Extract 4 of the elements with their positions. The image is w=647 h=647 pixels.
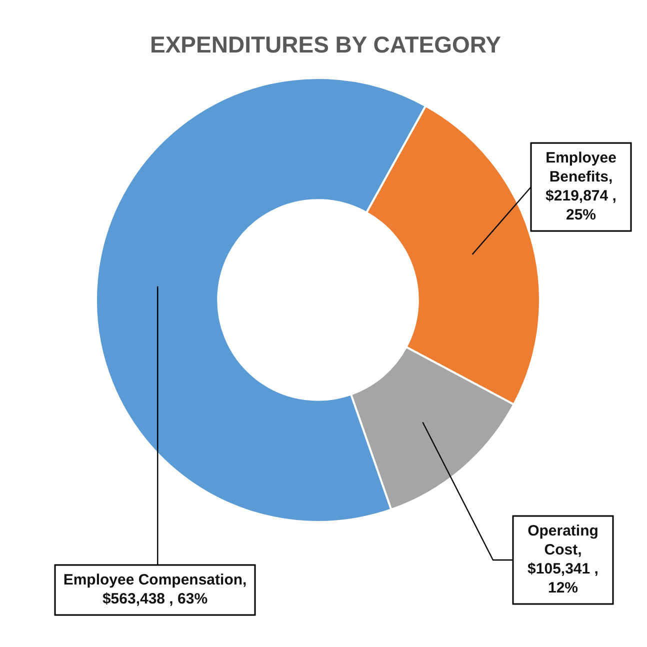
slice-label: Operating Cost, $105,341 , 12% — [528, 522, 598, 597]
slice-label: Employee Compensation, $563,438 , 63% — [63, 572, 247, 608]
chart-title: EXPENDITURES BY CATEGORY — [150, 31, 502, 58]
slice-label: Employee Benefits, $219,874 , 25% — [546, 150, 616, 224]
